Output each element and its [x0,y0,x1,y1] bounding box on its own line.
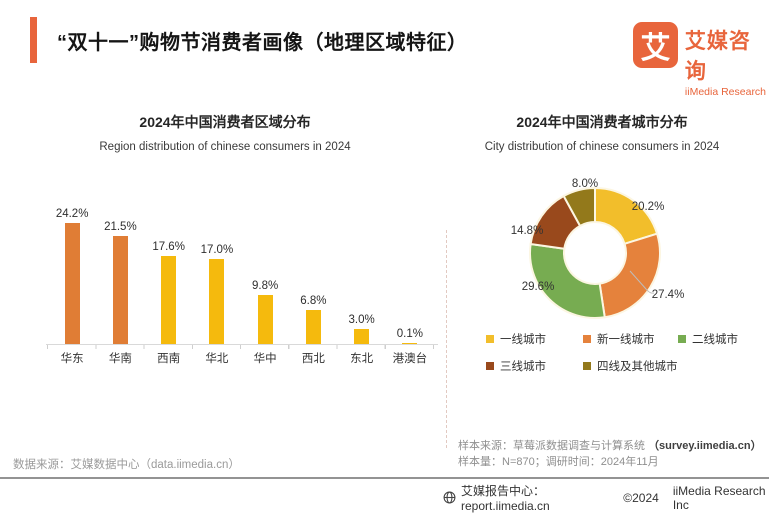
report-center-link[interactable]: 艾媒报告中心：report.iimedia.cn [461,484,550,513]
bar-value-label: 9.8% [252,280,279,292]
pie-data-label: 29.6% [522,281,555,293]
bar-column: 6.8% [289,295,337,344]
bar-column: 17.0% [193,244,241,344]
sample-info-line: 样本量：N=870；调研时间：2024年11月 [458,456,659,468]
sample-source-line: 样本来源：草莓派数据调查与计算系统 （survey.iimedia.cn） [458,438,762,454]
legend-swatch [583,335,591,343]
legend-item: 四线及其他城市 [583,358,678,374]
legend-swatch [486,335,494,343]
bar-value-label: 17.6% [152,241,185,253]
city-chart-header: 2024年中国消费者城市分布 City distribution of chin… [452,112,752,153]
legend-label: 新一线城市 [597,334,655,346]
legend-label: 一线城市 [500,334,546,346]
bar-category-label: 港澳台 [392,353,428,365]
bar [305,310,321,344]
bar-category-label: 东北 [350,353,374,365]
logo-glyph: 艾 [640,32,671,65]
bar-category-label: 华东 [60,353,84,365]
logo-text: 艾媒咨询 iiMedia Research [685,22,769,98]
bar [257,295,273,344]
bar-column: 17.6% [145,241,193,344]
region-chart-subtitle: Region distribution of chinese consumers… [99,141,351,153]
legend-label: 二线城市 [692,334,738,346]
sample-source-text: 样本来源：草莓派数据调查与计算系统 [458,440,649,452]
legend-swatch [678,335,686,343]
pie-data-label: 20.2% [632,201,665,213]
legend-item: 一线城市 [486,331,583,347]
page-title: “双十一”购物节消费者画像（地理区域特征） [57,32,468,54]
pie-slice [562,186,596,228]
title-accent-bar [30,17,37,63]
imedia-logo-icon: 艾 [633,22,678,68]
pie-slice [529,242,606,319]
logo-name-en: iiMedia Research [684,86,767,98]
bar [161,256,177,344]
city-chart-title: 2024年中国消费者城市分布 [516,114,688,130]
region-bar-chart: 24.2% 21.5% 17.6% 17.0% 9.8% 6.8% 3.0% 0.1% [48,200,434,344]
pie-label-leader-line [629,270,655,294]
imedia-logo: 艾 艾媒咨询 iiMedia Research [633,22,769,98]
footer-divider-line [0,477,769,479]
bar-value-label: 6.8% [300,295,327,307]
legend-swatch [486,362,494,370]
city-chart-legend: 一线城市 新一线城市 二线城市三线城市 四线及其他城市 [486,331,758,374]
region-chart-title: 2024年中国消费者区域分布 [139,114,311,130]
bar-column: 9.8% [241,280,289,344]
sample-source-note: 样本来源：草莓派数据调查与计算系统 （survey.iimedia.cn） 样本… [458,438,762,470]
bar-category-label: 西北 [301,353,325,365]
bar-value-label: 0.1% [396,328,423,340]
legend-item: 新一线城市 [583,331,678,347]
city-donut-chart: 20.2% 27.4% 29.6% 14.8% 8.0% [511,178,685,319]
pie-data-label: 14.8% [511,225,544,237]
bar [402,343,418,344]
legend-label: 四线及其他城市 [597,361,678,373]
data-source-note: 数据来源：艾媒数据中心（data.iimedia.cn） [13,459,240,471]
pie-slice [594,186,659,246]
bar-category-label: 华中 [253,353,277,365]
bar-category-label: 西南 [157,353,181,365]
bar-column: 21.5% [96,221,144,344]
bar-chart-axis-ticks [47,345,435,349]
bar-column: 0.1% [386,328,434,344]
bar-value-label: 21.5% [104,221,137,233]
copyright-text: ©2024 [623,490,659,505]
logo-name-cn: 艾媒咨询 [684,30,751,83]
city-chart-subtitle: City distribution of chinese consumers i… [484,141,720,153]
bar-value-label: 17.0% [200,244,234,256]
pie-data-label: 8.0% [572,178,598,190]
legend-label: 三线城市 [500,361,546,373]
legend-swatch [583,362,591,370]
globe-icon [443,491,456,504]
bar [64,223,80,344]
bar-category-label: 华南 [108,353,132,365]
bar [354,329,370,344]
bar-chart-x-axis [46,344,438,345]
center-dashed-divider [446,230,447,448]
pie-slice [598,232,661,319]
pie-data-label: 27.4% [652,289,685,301]
bar-value-label: 24.2% [55,208,89,220]
legend-item: 三线城市 [486,358,583,374]
bar-category-label: 华北 [205,353,229,365]
bar-column: 24.2% [48,208,96,344]
bar [209,259,225,344]
bar-value-label: 3.0% [348,314,375,326]
company-name: iiMedia Research Inc [672,483,766,512]
bar [112,236,128,344]
region-chart-header: 2024年中国消费者区域分布 Region distribution of ch… [25,112,425,153]
bar-column: 3.0% [338,314,386,344]
legend-item: 二线城市 [678,331,758,347]
sample-source-url: （survey.iimedia.cn） [648,440,762,452]
bar-chart-category-labels: 华东 华南 西南 华北 华中 西北 东北 港澳台 [48,350,434,366]
footer-report-row: 艾媒报告中心：report.iimedia.cn ©2024 iiMedia R… [443,482,769,513]
